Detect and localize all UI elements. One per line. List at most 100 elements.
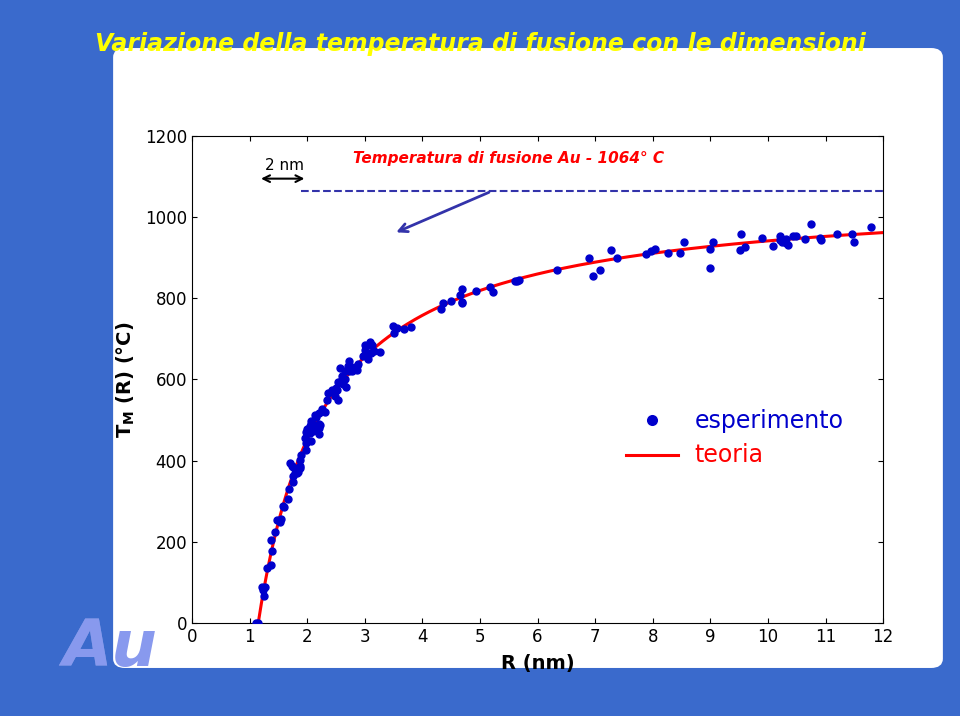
Point [773,230,788,241]
Point [342,360,357,372]
Point [350,358,366,369]
Point [294,450,309,461]
Point [363,339,378,351]
Point [292,460,307,472]
Point [365,339,380,350]
Point [305,425,321,437]
Point [512,274,527,286]
Point [812,232,828,243]
Point [360,354,375,365]
Point [765,241,780,252]
Point [302,420,318,432]
Point [482,281,497,293]
Point [813,234,828,246]
Point [305,419,321,430]
Point [508,276,523,287]
Point [284,460,300,472]
Point [592,265,608,276]
Point [643,246,659,257]
Text: Au: Au [62,617,157,679]
Point [327,391,343,402]
Point [287,468,302,479]
Point [779,237,794,248]
Point [289,468,304,479]
Point [387,327,402,339]
Point [300,424,315,435]
Point [255,584,271,596]
Point [468,286,484,297]
Point [363,348,378,359]
Point [307,409,323,420]
X-axis label: R (nm): R (nm) [501,654,574,673]
Point [300,427,316,439]
Point [329,384,345,396]
Point [270,514,285,526]
Point [285,476,300,488]
Point [303,419,319,430]
Y-axis label: $\mathregular{T_M}$ (R) (°C): $\mathregular{T_M}$ (R) (°C) [114,321,136,437]
Point [251,617,266,629]
Point [299,444,314,455]
Point [311,407,326,419]
Point [332,362,348,374]
Point [268,526,283,538]
Point [311,418,326,430]
Point [286,470,301,482]
Point [386,321,401,332]
Point [755,232,770,243]
Point [313,420,328,431]
Point [454,284,469,295]
Point [303,416,319,427]
Point [259,563,275,574]
Point [737,241,753,253]
Point [829,228,845,239]
Point [586,271,601,282]
Point [308,412,324,423]
Point [281,483,297,495]
Point [582,253,597,264]
Point [846,236,861,248]
Text: Temperatura di fusione Au - 1064° C: Temperatura di fusione Au - 1064° C [353,151,664,166]
Point [293,462,308,473]
Point [257,581,273,592]
Point [362,337,377,348]
Point [320,394,335,405]
Point [454,296,469,308]
Point [779,233,794,245]
Point [254,581,270,593]
Point [339,381,354,392]
Point [324,384,340,395]
Point [785,230,801,241]
Point [308,420,324,432]
Point [290,466,305,478]
Point [298,432,313,443]
Point [337,374,352,385]
Point [345,363,360,374]
Point [355,350,371,362]
Point [610,252,625,263]
Point [276,500,291,512]
Point [358,344,373,355]
Point [342,355,357,367]
Point [349,360,365,372]
Text: Variazione della temperatura di fusione con le dimensioni: Variazione della temperatura di fusione … [95,32,865,57]
Point [550,263,565,275]
Point [328,382,344,393]
Point [509,276,524,287]
Point [486,286,501,297]
Point [304,425,320,436]
Point [788,231,804,242]
Point [282,457,298,468]
Point [434,303,449,314]
Point [780,239,796,251]
Point [330,395,346,406]
Text: 2 nm: 2 nm [265,158,303,173]
Point [317,406,332,417]
Point [358,349,373,360]
Point [773,234,788,246]
Point [342,366,357,377]
Point [273,517,288,528]
Point [797,233,812,244]
Point [298,426,313,437]
Point [803,218,818,230]
